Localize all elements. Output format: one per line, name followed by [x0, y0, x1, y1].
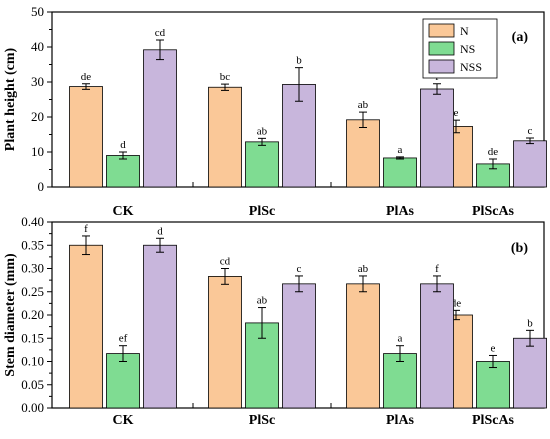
legend-swatch	[428, 59, 455, 74]
significance-letter: ef	[119, 333, 128, 345]
y-axis-label: Plant height (cm)	[3, 47, 18, 151]
significance-letter: ab	[257, 295, 268, 307]
significance-letter: d	[120, 139, 126, 151]
significance-letter: cd	[220, 256, 231, 268]
category-label: PlScAs	[472, 413, 515, 428]
legend-label: NSS	[460, 60, 482, 74]
significance-letter: bc	[220, 71, 231, 83]
category-label: PlAs	[386, 413, 415, 428]
legend-label: NS	[460, 42, 475, 56]
bar	[143, 49, 177, 188]
y-tick-label: 0	[38, 179, 45, 194]
panel-label: (a)	[512, 30, 529, 45]
significance-letter: f	[435, 263, 439, 275]
y-tick-label: 20	[31, 109, 44, 124]
significance-letter: a	[398, 333, 403, 345]
significance-letter: de	[451, 297, 462, 309]
bar	[69, 244, 103, 409]
legend: N NS NSS	[422, 18, 498, 79]
bar	[383, 157, 417, 188]
bar	[245, 141, 279, 188]
panel-label: (b)	[511, 241, 528, 256]
legend-swatch	[428, 23, 455, 38]
y-tick-label: 30	[31, 74, 44, 89]
bar	[208, 86, 242, 188]
bar	[282, 283, 316, 409]
bar	[383, 353, 417, 409]
bar	[346, 283, 380, 409]
significance-letter: ab	[358, 99, 369, 111]
y-tick-label: 0.20	[21, 307, 44, 322]
category-label: PlScAs	[472, 204, 515, 219]
significance-letter: e	[454, 107, 459, 119]
bar	[513, 337, 547, 409]
bar	[106, 155, 140, 188]
bar	[69, 86, 103, 188]
category-label: CK	[113, 413, 134, 428]
significance-letter: c	[297, 263, 302, 275]
significance-letter: a	[398, 144, 403, 156]
bar	[420, 88, 454, 188]
y-tick-label: 0.30	[21, 261, 44, 276]
panel-b-stem-diameter: 0.00 0.05 0.10 0.15 0.20 0.25 0.30 0.35 0.40 Stem…	[3, 204, 547, 428]
category-label: PlAs	[386, 204, 415, 219]
bar	[346, 119, 380, 188]
category-label: PlSc	[249, 413, 275, 428]
y-axis-label: Stem diameter (mm)	[3, 253, 18, 377]
legend-label: N	[460, 24, 469, 38]
significance-letter: de	[488, 146, 499, 158]
y-tick-label: 10	[31, 144, 44, 159]
y-tick-label: 0.10	[21, 354, 44, 369]
significance-letter: ab	[257, 125, 268, 137]
y-tick-label: 0.35	[21, 237, 44, 252]
y-tick-label: 0.40	[21, 214, 44, 229]
y-tick-label: 0.05	[21, 377, 44, 392]
y-tick-label: 0.25	[21, 284, 44, 299]
significance-letter: b	[296, 55, 302, 67]
significance-letter: de	[81, 71, 92, 83]
significance-letter: ab	[358, 263, 369, 275]
significance-letter: cd	[155, 27, 166, 39]
significance-letter: b	[527, 317, 533, 329]
y-tick-label: 0.00	[21, 400, 44, 415]
y-tick-label: 50	[31, 4, 44, 19]
bar	[420, 283, 454, 409]
significance-letter: d	[157, 225, 163, 237]
bar	[208, 276, 242, 409]
significance-letter: f	[84, 223, 88, 235]
bar	[513, 140, 547, 188]
bar	[143, 244, 177, 409]
legend-swatch	[428, 41, 455, 56]
bar	[476, 361, 510, 409]
significance-letter: e	[491, 342, 496, 354]
category-label: CK	[113, 204, 134, 219]
y-tick-label: 0.15	[21, 330, 44, 345]
significance-letter: c	[528, 125, 533, 137]
y-tick-label: 40	[31, 39, 44, 54]
category-label: PlSc	[249, 204, 275, 219]
